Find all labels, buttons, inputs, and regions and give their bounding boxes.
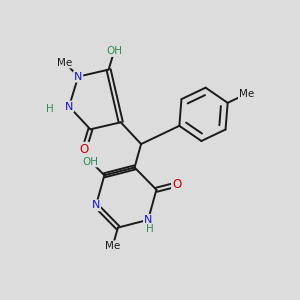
- Text: N: N: [92, 200, 100, 210]
- Text: O: O: [172, 178, 181, 191]
- Text: OH: OH: [106, 46, 122, 56]
- Text: Me: Me: [239, 89, 254, 99]
- Text: Me: Me: [57, 58, 73, 68]
- Text: H: H: [146, 224, 153, 234]
- Text: OH: OH: [83, 157, 99, 166]
- Text: N: N: [74, 72, 82, 82]
- Text: Me: Me: [105, 241, 120, 251]
- Text: N: N: [144, 215, 152, 225]
- Text: N: N: [65, 101, 73, 112]
- Text: H: H: [46, 104, 53, 114]
- Text: O: O: [80, 143, 89, 156]
